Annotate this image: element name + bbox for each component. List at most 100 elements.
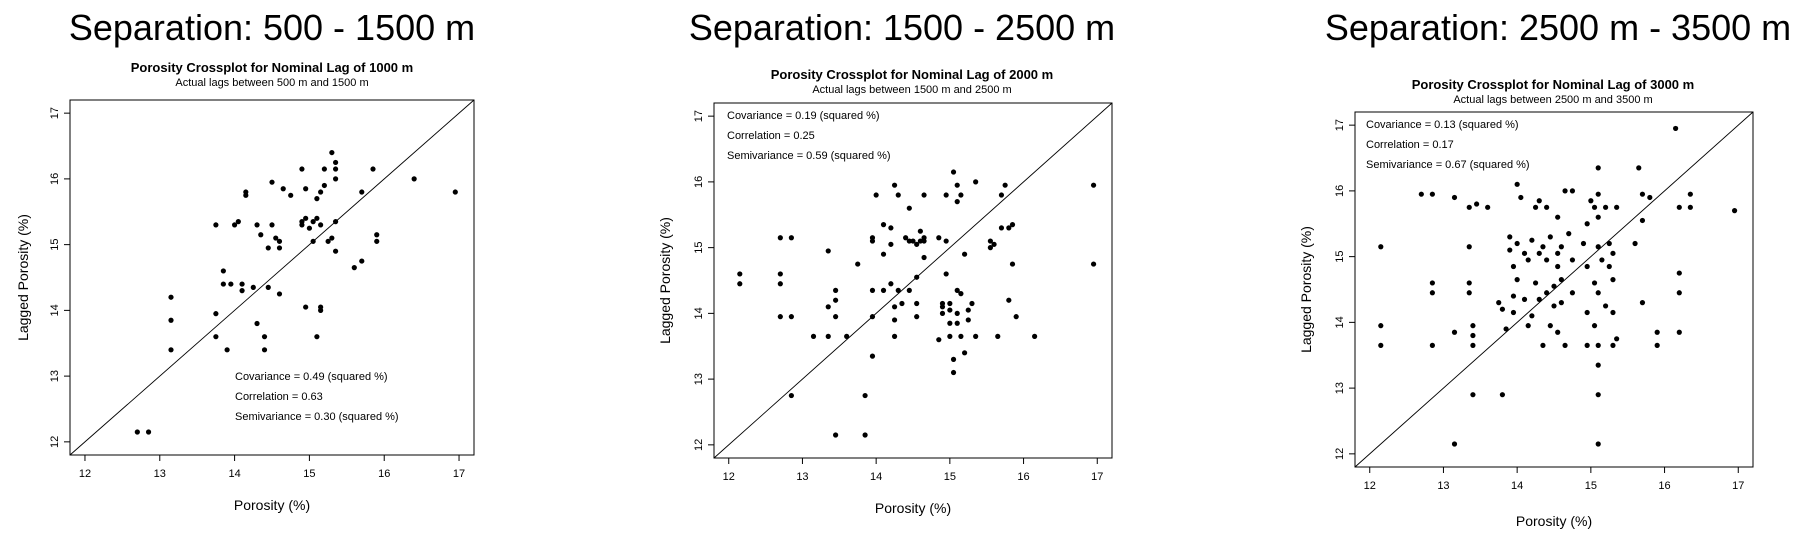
y-axis-label: Lagged Porosity (%) [15,214,31,341]
data-point [332,176,339,182]
data-point [1606,240,1612,247]
data-point [1474,201,1480,207]
data-point [950,169,957,175]
data-point [213,311,219,317]
data-point [220,281,226,287]
data-point [1632,240,1638,247]
data-point [1514,277,1520,283]
data-point [1540,244,1546,250]
data-point [351,265,357,271]
data-point [1470,323,1476,329]
data-point [359,189,365,195]
data-point [314,215,320,221]
stat-line: Semivariance = 0.67 (squared %) [1366,159,1530,171]
x-tick-label: 16 [378,468,390,480]
data-point [1514,240,1520,247]
data-point [1555,263,1561,270]
data-point [1676,270,1682,276]
data-point [1518,194,1524,201]
data-point [250,284,256,290]
data-point [891,182,898,188]
data-point [862,432,868,438]
data-point [332,166,339,172]
data-point [332,159,339,166]
data-point [1510,293,1517,299]
data-point [888,281,894,287]
data-point [258,232,264,238]
data-point [1521,250,1528,256]
data-point [939,310,946,316]
data-point [1588,198,1594,204]
x-tick-label: 16 [1658,480,1670,492]
data-point [1507,247,1513,253]
data-point [921,235,927,241]
data-point [943,192,949,198]
data-point [303,186,309,192]
data-point [833,287,839,293]
plot-subtitle: Actual lags between 2500 m and 3500 m [1453,94,1652,106]
data-point [906,238,912,244]
data-point [844,333,850,339]
data-point [239,281,245,287]
data-point [1470,392,1476,398]
data-point [895,192,901,198]
x-tick-label: 17 [1091,471,1103,483]
data-point [810,333,817,339]
data-point [1451,441,1458,447]
data-point [891,317,898,323]
y-axis-label: Lagged Porosity (%) [1298,226,1314,353]
y-tick-label: 16 [1334,185,1346,197]
data-point [1566,231,1572,237]
y-tick-label: 12 [693,439,705,451]
data-point [261,334,268,340]
data-point [228,281,234,287]
data-point [254,222,260,228]
data-point [958,333,964,339]
x-axis-label: Porosity (%) [875,500,951,516]
data-point [310,238,316,244]
data-point [235,219,241,225]
data-point [231,222,238,228]
data-point [1636,165,1642,171]
data-point [921,254,927,261]
stat-line: Semivariance = 0.30 (squared %) [235,411,399,423]
data-point [303,215,309,221]
data-point [359,258,365,264]
data-point [1569,188,1576,194]
plot-frame [69,99,475,456]
data-point [1525,257,1531,263]
data-point [1551,303,1557,309]
data-point [1676,204,1682,210]
data-point [1555,250,1561,256]
data-point [1595,392,1601,398]
data-point [1562,342,1568,348]
y-tick-label: 14 [49,304,61,316]
data-point [1687,204,1693,210]
data-point [1595,214,1601,220]
data-point [1569,257,1576,263]
data-point [269,179,275,185]
data-point [1536,296,1542,302]
data-point [265,245,271,251]
x-tick-label: 14 [870,471,882,483]
data-point [303,304,309,310]
data-point [1580,240,1587,247]
data-point [998,192,1005,198]
data-point [329,149,335,156]
data-point [1595,191,1601,197]
data-point [374,232,380,238]
data-point [954,182,960,188]
data-point [1466,204,1472,210]
plot-frame [713,102,1113,459]
data-point [862,392,868,399]
data-point [965,317,971,323]
data-point [1647,194,1653,201]
data-point [1514,181,1520,187]
data-point [914,300,920,307]
data-point [1002,182,1008,188]
data-point [917,228,923,234]
data-point [873,192,879,198]
data-point [880,222,887,228]
separation-header: Separation: 500 - 1500 m [69,7,475,48]
